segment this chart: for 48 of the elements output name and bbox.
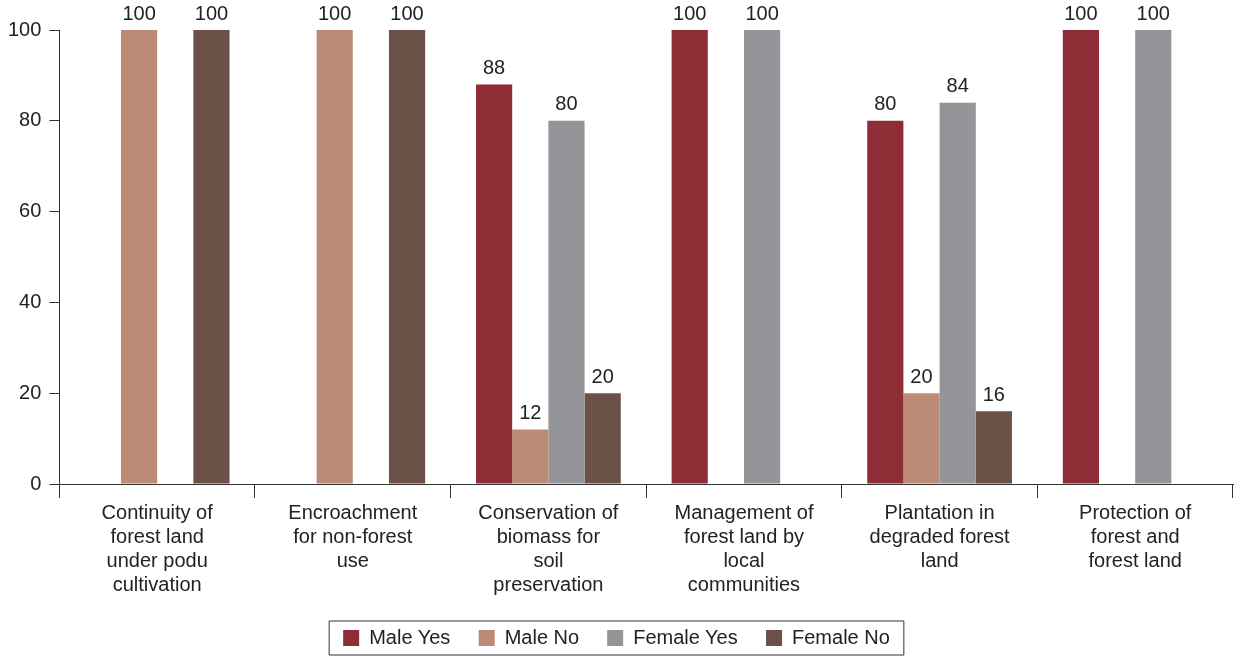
data-label: 100 — [1136, 1, 1170, 24]
data-label: 80 — [555, 92, 578, 115]
data-label: 100 — [390, 1, 424, 24]
x-tick-label: Plantation in degraded forest land — [869, 500, 1011, 571]
y-tick-label: 40 — [19, 289, 42, 312]
bar — [193, 30, 230, 484]
legend-label: Male No — [504, 625, 580, 648]
bar — [743, 30, 781, 484]
x-tick-label: Continuity of forest land under podu cultivation — [101, 500, 214, 595]
data-label: 84 — [946, 74, 969, 97]
y-tick-label: 0 — [30, 471, 42, 494]
legend-label: Female Yes — [633, 625, 738, 648]
bar — [1135, 30, 1172, 484]
data-label: 100 — [1064, 1, 1098, 24]
data-label: 100 — [745, 1, 779, 24]
data-label: 80 — [874, 92, 897, 115]
bar — [867, 120, 904, 484]
bar — [512, 429, 549, 484]
y-tick-label: 60 — [19, 199, 42, 222]
bar — [476, 84, 513, 484]
data-label: 100 — [673, 1, 707, 24]
y-tick-label: 80 — [19, 108, 42, 131]
x-tick-label: Encroachment for non-forest use — [288, 500, 418, 571]
bar — [1062, 30, 1100, 484]
legend-label: Female No — [792, 625, 890, 648]
bar — [584, 393, 621, 484]
bar — [548, 120, 585, 484]
bar — [120, 30, 158, 484]
data-label: 88 — [482, 56, 506, 78]
x-tick-label: Management of forest land by local communities — [674, 500, 814, 595]
x-tick-label: Conservation of biomass for soil preservation — [478, 500, 619, 595]
data-label: 20 — [910, 364, 933, 387]
y-tick-label: 20 — [19, 380, 42, 403]
bar — [388, 30, 426, 484]
data-label: 100 — [318, 1, 352, 24]
data-label: 20 — [591, 364, 614, 387]
x-tick-label: Protection of forest and forest land — [1079, 500, 1192, 571]
bar — [671, 30, 708, 484]
data-label: 100 — [122, 1, 156, 24]
bar — [903, 393, 940, 484]
data-label: 16 — [982, 382, 1005, 405]
legend-label: Male Yes — [369, 625, 451, 648]
bar — [316, 30, 353, 484]
bar — [939, 102, 976, 484]
bar — [975, 411, 1012, 484]
data-label: 100 — [194, 1, 229, 24]
y-tick-label: 100 — [7, 17, 42, 40]
data-label: 12 — [519, 401, 542, 424]
